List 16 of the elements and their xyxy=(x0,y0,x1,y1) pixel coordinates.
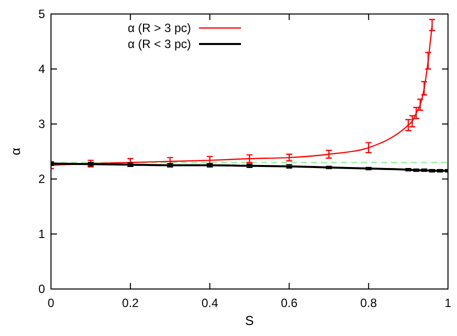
y-tick-label: 5 xyxy=(38,7,46,21)
y-tick-label: 4 xyxy=(38,62,46,76)
y-tick-label: 1 xyxy=(38,227,46,241)
y-axis-title: α xyxy=(8,147,23,156)
x-tick-label: 0.8 xyxy=(360,296,378,310)
x-tick-label: 1 xyxy=(444,296,452,310)
legend-label: α (R > 3 pc) xyxy=(128,21,191,35)
x-tick-label: 0 xyxy=(48,296,55,310)
y-tick-label: 2 xyxy=(38,172,46,186)
y-tick-label: 0 xyxy=(38,282,46,296)
x-axis-title: S xyxy=(245,313,254,328)
x-tick-label: 0.6 xyxy=(280,296,298,310)
y-tick-label: 3 xyxy=(38,117,46,131)
legend-label: α (R < 3 pc) xyxy=(128,37,191,51)
x-tick-label: 0.4 xyxy=(201,296,218,310)
x-tick-label: 0.2 xyxy=(122,296,140,310)
